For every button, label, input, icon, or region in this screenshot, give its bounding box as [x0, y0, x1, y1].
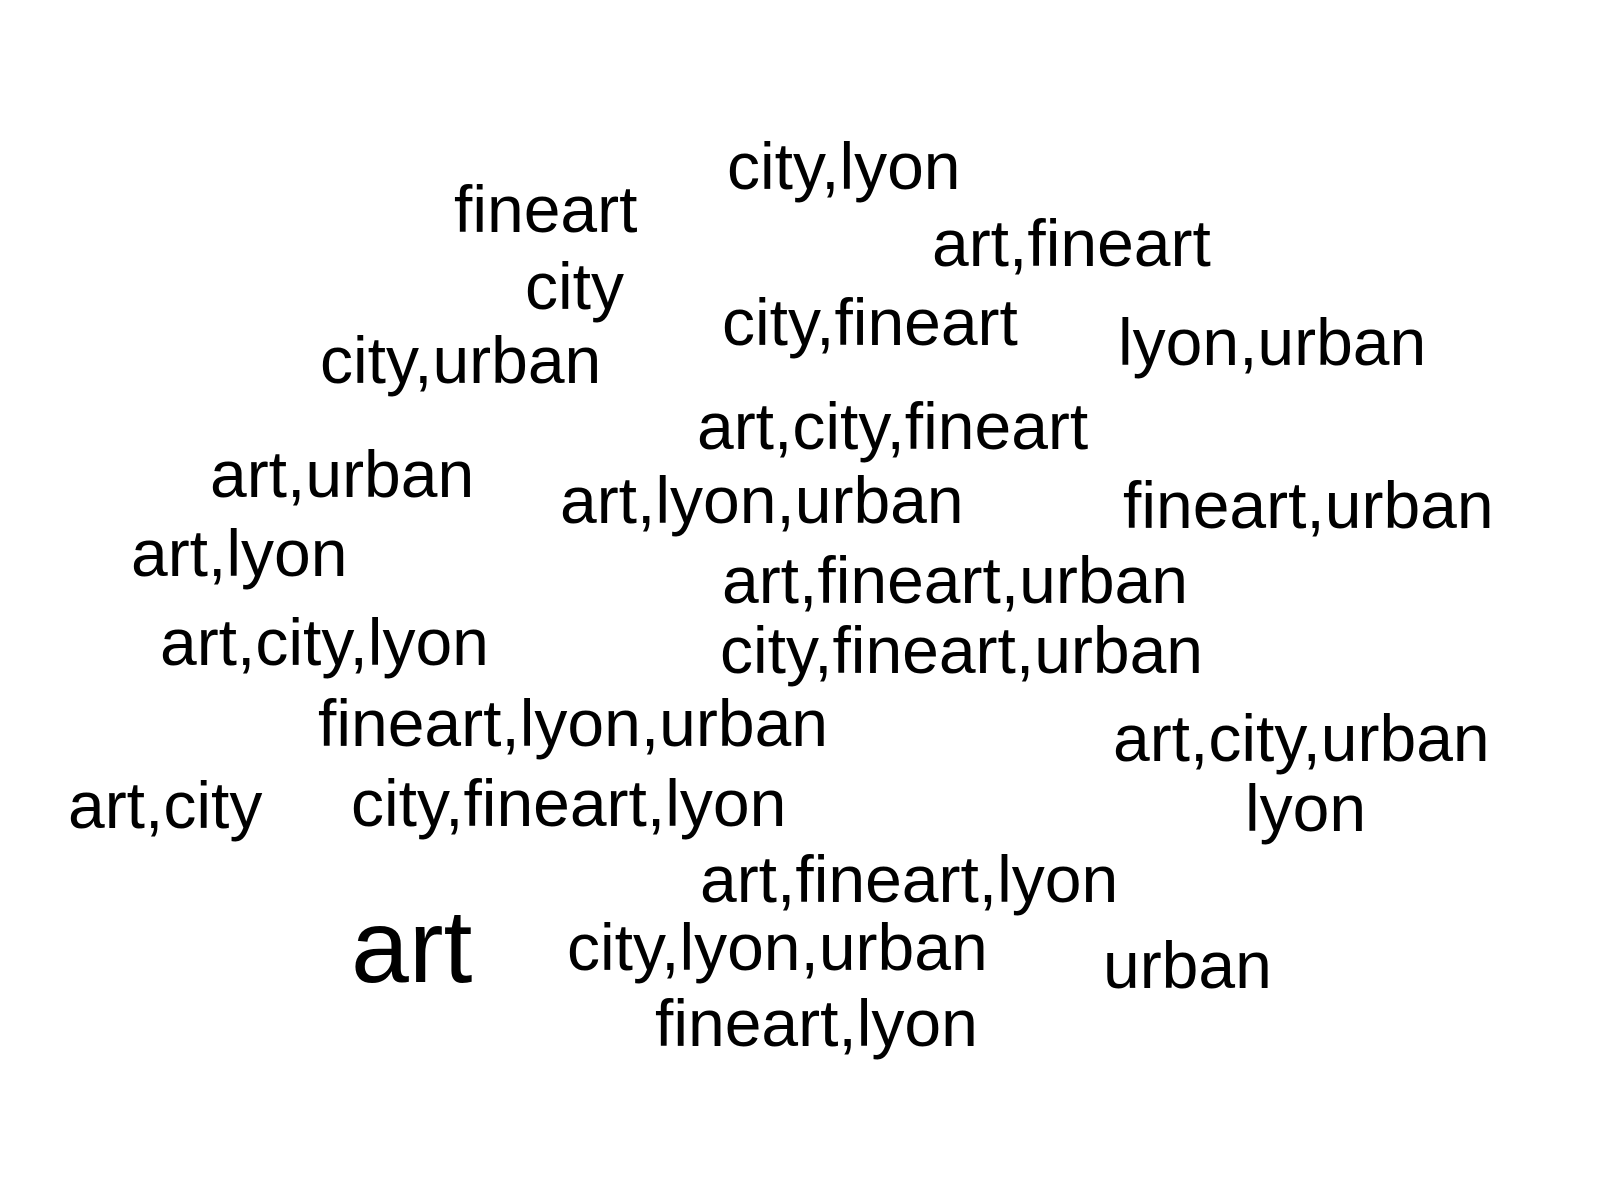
word-lyon-urban: lyon,urban: [1118, 305, 1427, 379]
word-art-city-lyon: art,city,lyon: [160, 605, 489, 679]
word-city-urban: city,urban: [320, 323, 602, 397]
word-urban: urban: [1103, 928, 1272, 1002]
word-city-fineart-urban: city,fineart,urban: [720, 613, 1204, 687]
word-city-lyon-urban: city,lyon,urban: [567, 910, 988, 984]
word-art-fineart: art,fineart: [932, 206, 1211, 280]
word-art-lyon: art,lyon: [131, 516, 348, 590]
word-city-fineart: city,fineart: [722, 285, 1018, 359]
word-fineart-urban: fineart,urban: [1123, 468, 1494, 542]
word-art: art: [351, 889, 473, 1005]
word-fineart-lyon: fineart,lyon: [655, 986, 978, 1060]
word-city: city: [525, 249, 624, 323]
word-art-city-fineart: art,city,fineart: [697, 389, 1089, 463]
word-fineart-lyon-urban: fineart,lyon,urban: [318, 686, 828, 760]
word-city-lyon: city,lyon: [727, 129, 961, 203]
word-art-city-urban: art,city,urban: [1113, 701, 1490, 775]
word-art-urban: art,urban: [210, 437, 475, 511]
word-art-fineart-urban: art,fineart,urban: [722, 543, 1188, 617]
word-art-fineart-lyon: art,fineart,lyon: [700, 842, 1119, 916]
word-city-fineart-lyon: city,fineart,lyon: [351, 766, 787, 840]
word-art-lyon-urban: art,lyon,urban: [560, 463, 964, 537]
word-art-city: art,city: [68, 768, 263, 842]
word-lyon: lyon: [1245, 771, 1367, 845]
word-fineart: fineart: [454, 172, 638, 246]
